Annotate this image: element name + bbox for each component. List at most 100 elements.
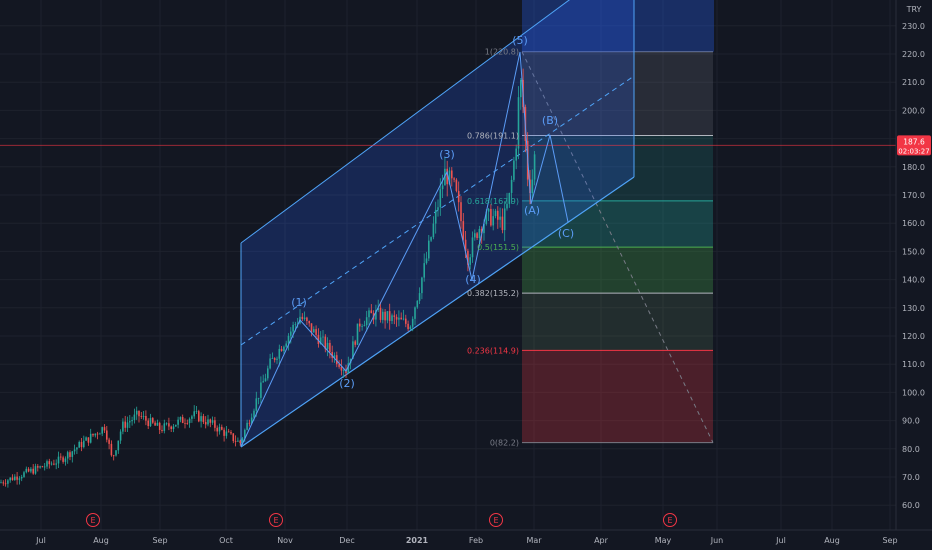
candle-body <box>149 418 152 427</box>
fib-zone <box>522 350 713 443</box>
fib-trend-line <box>521 51 714 443</box>
candle-body <box>202 416 205 422</box>
candle-body <box>117 440 120 451</box>
price-tick-label: 120.0 <box>902 332 925 341</box>
candle-body <box>333 355 336 358</box>
candle-body <box>301 316 304 319</box>
price-tick-label: 170.0 <box>902 191 925 200</box>
earnings-marker-circle <box>663 513 677 527</box>
candle-body <box>273 358 276 360</box>
fib-level-label: 1(220.8) <box>485 48 519 57</box>
candle-body <box>66 452 69 459</box>
fib-level-label: 0.236(114.9) <box>467 346 519 355</box>
candle-body <box>170 426 172 429</box>
candle-body <box>250 417 253 424</box>
candle-body <box>64 458 67 462</box>
price-tick-label: 160.0 <box>902 219 925 228</box>
candle-body <box>4 483 7 485</box>
candle-body <box>359 323 361 327</box>
candle-body <box>0 482 2 484</box>
candle-body <box>483 223 485 234</box>
candle-body <box>384 311 386 321</box>
channel-lower-line <box>240 176 635 448</box>
time-tick-label: Sep <box>882 536 897 545</box>
candle-body <box>9 477 11 481</box>
price-tag-countdown: 02:03:27 <box>898 147 929 155</box>
price-axis[interactable]: TRY230.0220.0210.0200.0190.0180.0170.016… <box>895 0 932 550</box>
candle-body <box>370 310 373 314</box>
candle-body <box>319 337 322 344</box>
fib-time-zone <box>522 0 714 52</box>
fib-retracement[interactable] <box>521 0 714 444</box>
candle-body <box>129 421 131 423</box>
candle-body <box>163 423 166 431</box>
candle-body <box>283 346 285 352</box>
candle-body <box>57 456 60 464</box>
fib-level-labels: 1(220.8) 0.786(191.1) 0.618(167.9) 0.5(151.… <box>467 48 519 448</box>
candle-body <box>497 210 499 220</box>
fib-zone <box>522 200 713 248</box>
candle-body <box>32 468 34 474</box>
time-tick-label: Jul <box>775 536 786 545</box>
wave-label: (2) <box>339 377 355 390</box>
wave-label: (3) <box>439 148 455 161</box>
candle-body <box>501 216 504 231</box>
time-axis[interactable]: Jul Aug Sep Oct Nov Dec 2021 Feb Mar Apr May Jun Jul… <box>0 529 932 545</box>
candle-body <box>287 335 290 344</box>
candle-body <box>80 442 83 448</box>
elliott-wave[interactable]: (1) (2) (3) (4) (5) (A) (B) (C) <box>240 34 574 448</box>
candle-body <box>154 422 156 426</box>
candle-body <box>446 168 448 185</box>
price-tick-label: 150.0 <box>902 247 925 256</box>
candle-body <box>241 438 244 443</box>
candle-body <box>131 419 133 422</box>
price-tick-label: 70.0 <box>902 473 920 482</box>
candle-body <box>310 323 313 333</box>
price-tick-label: 90.0 <box>902 417 920 426</box>
candle-body <box>324 336 327 350</box>
candle-body <box>464 239 467 251</box>
candle-body <box>230 432 232 434</box>
grid <box>0 0 896 530</box>
elliott-wave-path <box>240 51 569 448</box>
candle-body <box>216 427 218 432</box>
candle-body <box>322 336 324 338</box>
candle-body <box>23 472 25 477</box>
candle-body <box>267 368 269 379</box>
time-tick-label: Mar <box>526 536 542 545</box>
price-tick-label: 200.0 <box>902 106 925 115</box>
candle-body <box>211 420 214 423</box>
fib-level-label: 0.786(191.1) <box>467 131 519 140</box>
time-tick-label: May <box>655 536 672 545</box>
price-tick-label: 230.0 <box>902 22 925 31</box>
candle-body <box>499 216 501 220</box>
candle-body <box>16 476 18 480</box>
candle-body <box>108 439 110 444</box>
candle-body <box>462 221 465 240</box>
candle-body <box>83 440 85 448</box>
candle-body <box>209 419 212 423</box>
candle-body <box>14 476 16 481</box>
candle-body <box>101 427 103 434</box>
channel-median-line <box>240 75 635 346</box>
candle-body <box>225 431 228 436</box>
candle-body <box>352 341 354 359</box>
candle-body <box>156 422 159 426</box>
candle-body <box>487 208 490 212</box>
candle-body <box>152 418 154 423</box>
candle-body <box>110 443 113 456</box>
candle-body <box>448 170 451 185</box>
earnings-marker-label: E <box>273 516 278 525</box>
candle-body <box>508 192 511 204</box>
earnings-marker-label: E <box>493 516 498 525</box>
parallel-channel[interactable] <box>240 0 635 448</box>
candlesticks <box>0 68 896 488</box>
candle-body <box>411 318 414 327</box>
candle-body <box>474 233 476 238</box>
candle-body <box>533 154 536 180</box>
candle-body <box>262 381 264 383</box>
candle-body <box>30 468 32 472</box>
candle-body <box>271 358 274 359</box>
